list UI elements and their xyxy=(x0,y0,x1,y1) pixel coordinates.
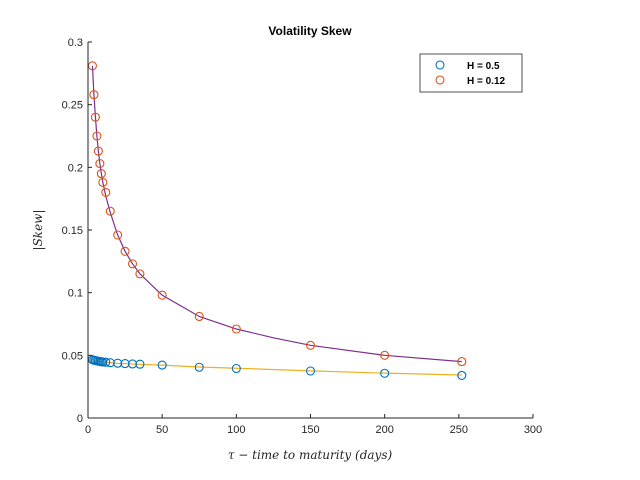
chart: 0 50 100 150 200 250 300 0 0.05 0.1 0.15 0.2 0.25 0.3… xyxy=(0,0,640,480)
x-tick-label: 250 xyxy=(450,424,468,436)
x-tick-label: 0 xyxy=(85,424,91,436)
x-tick-label: 100 xyxy=(227,424,245,436)
y-tick-label: 0.1 xyxy=(68,288,83,300)
x-tick-label: 200 xyxy=(375,424,393,436)
y-tick-label: 0.05 xyxy=(62,350,83,362)
legend: H = 0.5 H = 0.12 xyxy=(420,54,522,92)
y-axis-label: |Skew| xyxy=(31,210,45,251)
x-tick-label: 50 xyxy=(156,424,168,436)
y-tick-label: 0.2 xyxy=(68,162,83,174)
y-tick-label: 0 xyxy=(77,413,83,425)
legend-label-series-1: H = 0.5 xyxy=(467,61,500,72)
y-tick-label: 0.3 xyxy=(68,37,83,49)
y-tick-label: 0.15 xyxy=(62,225,83,237)
x-axis-label: τ − time to maturity (days) xyxy=(228,448,393,462)
y-tick-label: 0.25 xyxy=(62,100,83,112)
x-tick-label: 150 xyxy=(301,424,319,436)
x-tick-label: 300 xyxy=(524,424,542,436)
legend-label-series-2: H = 0.12 xyxy=(467,76,506,87)
chart-title: Volatility Skew xyxy=(268,24,352,38)
